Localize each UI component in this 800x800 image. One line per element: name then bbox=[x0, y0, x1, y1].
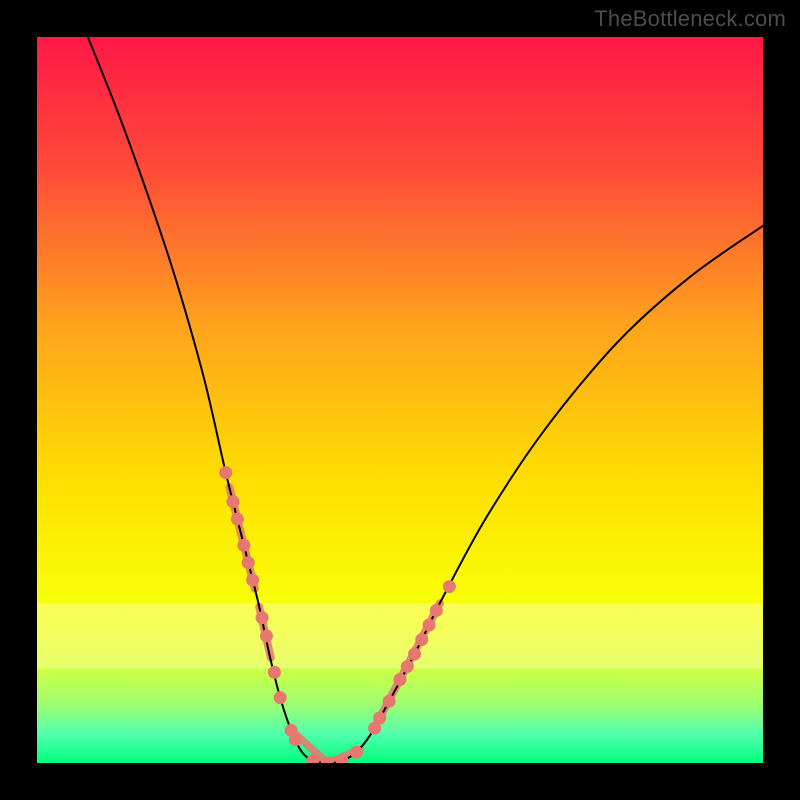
marker-point bbox=[289, 733, 302, 746]
marker-point bbox=[219, 466, 232, 479]
plot-svg bbox=[37, 37, 763, 763]
marker-point bbox=[260, 629, 273, 642]
marker-point bbox=[443, 580, 456, 593]
marker-point bbox=[227, 495, 240, 508]
plot-area bbox=[37, 37, 763, 763]
marker-point bbox=[256, 611, 269, 624]
marker-point bbox=[415, 633, 428, 646]
marker-point bbox=[373, 711, 386, 724]
marker-point bbox=[394, 673, 407, 686]
marker-point bbox=[401, 660, 414, 673]
marker-point bbox=[237, 539, 250, 552]
pale-band bbox=[37, 603, 763, 668]
marker-point bbox=[242, 556, 255, 569]
marker-point bbox=[430, 604, 443, 617]
canvas: TheBottleneck.com bbox=[0, 0, 800, 800]
marker-point bbox=[350, 746, 363, 759]
marker-point bbox=[408, 648, 421, 661]
marker-point bbox=[268, 666, 281, 679]
marker-point bbox=[231, 513, 244, 526]
marker-point bbox=[383, 695, 396, 708]
marker-point bbox=[274, 691, 287, 704]
marker-point bbox=[423, 619, 436, 632]
marker-point bbox=[246, 574, 259, 587]
watermark-text: TheBottleneck.com bbox=[594, 6, 786, 32]
